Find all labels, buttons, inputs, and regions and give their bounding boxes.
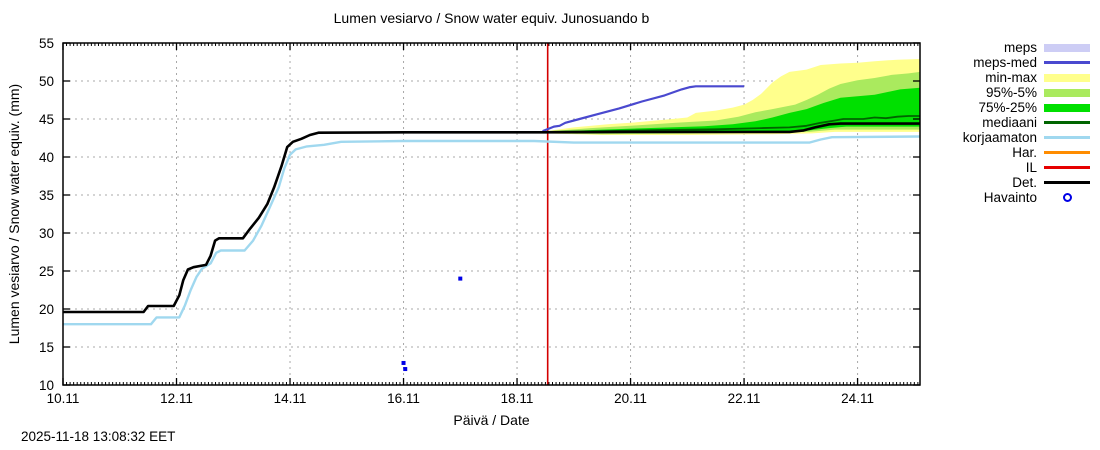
x-tick-label: 18.11 xyxy=(501,391,534,406)
y-tick-label: 45 xyxy=(39,112,54,127)
legend-item-il: IL xyxy=(934,160,1090,175)
legend-swatch-meps-med xyxy=(1044,61,1090,64)
legend-label-det: Det. xyxy=(1012,175,1037,190)
line-swatch xyxy=(1044,61,1090,64)
legend-label-95-5: 95%-5% xyxy=(985,85,1037,100)
legend-swatch-korjaamaton xyxy=(1044,136,1090,139)
x-tick-label: 20.11 xyxy=(614,391,647,406)
legend-swatch-il xyxy=(1044,166,1090,169)
legend-item-korjaamaton: korjaamaton xyxy=(934,130,1090,145)
legend-swatch-mediaani xyxy=(1044,121,1090,124)
band-swatch xyxy=(1044,88,1090,97)
legend-swatch-95-5 xyxy=(1044,88,1090,97)
legend-label-meps-med: meps-med xyxy=(973,55,1037,70)
legend-item-95-5: 95%-5% xyxy=(934,85,1090,100)
x-tick-label: 24.11 xyxy=(841,391,874,406)
legend-label-min-max: min-max xyxy=(985,70,1037,85)
y-tick-label: 50 xyxy=(39,74,54,89)
legend-swatch-min-max xyxy=(1044,73,1090,82)
series-korjaamaton xyxy=(63,135,921,326)
legend-label-har: Har. xyxy=(1012,145,1037,160)
legend-item-meps-med: meps-med xyxy=(934,55,1090,70)
havainto-marker xyxy=(401,360,406,365)
x-tick-label: 12.11 xyxy=(160,391,193,406)
legend-item-meps: meps xyxy=(934,40,1090,55)
legend-swatch-det xyxy=(1044,181,1090,184)
band-swatch xyxy=(1044,73,1090,82)
legend-swatch-75-25 xyxy=(1044,103,1090,112)
y-tick-label: 25 xyxy=(39,264,54,279)
y-tick-label: 20 xyxy=(39,302,54,317)
legend: meps meps-med min-max 95%-5% 75%-25% mediaani… xyxy=(934,40,1090,205)
legend-label-havainto: Havainto xyxy=(983,190,1037,205)
x-axis-label: Päivä / Date xyxy=(453,412,530,428)
line-swatch xyxy=(1044,166,1090,169)
legend-label-meps: meps xyxy=(1003,40,1037,55)
y-tick-label: 10 xyxy=(39,378,54,393)
y-tick-label: 15 xyxy=(39,340,54,355)
timestamp: 2025-11-18 13:08:32 EET xyxy=(21,429,176,444)
havainto-marker xyxy=(403,367,408,372)
x-tick-label: 16.11 xyxy=(387,391,420,406)
legend-label-korjaamaton: korjaamaton xyxy=(962,130,1037,145)
point-swatch xyxy=(1062,193,1072,202)
y-tick-label: 30 xyxy=(39,226,54,241)
legend-item-havainto: Havainto xyxy=(934,190,1090,205)
x-tick-label: 14.11 xyxy=(274,391,307,406)
legend-item-har: Har. xyxy=(934,145,1090,160)
series-det xyxy=(63,122,920,314)
y-tick-label: 55 xyxy=(39,36,54,51)
legend-item-75-25: 75%-25% xyxy=(934,100,1090,115)
x-tick-label: 22.11 xyxy=(728,391,761,406)
legend-swatch-meps xyxy=(1044,43,1090,52)
legend-label-il: IL xyxy=(1025,160,1037,175)
legend-swatch-har xyxy=(1044,151,1090,154)
legend-label-mediaani: mediaani xyxy=(982,115,1037,130)
havainto-marker xyxy=(458,276,463,281)
band-swatch xyxy=(1044,43,1090,52)
y-axis-label: Lumen vesiarvo / Snow water equiv. (mm) xyxy=(6,83,22,345)
y-tick-label: 40 xyxy=(39,150,54,165)
y-tick-label: 35 xyxy=(39,188,54,203)
legend-label-75-25: 75%-25% xyxy=(978,100,1037,115)
line-swatch xyxy=(1044,181,1090,184)
x-tick-label: 10.11 xyxy=(47,391,80,406)
series-meps-med xyxy=(542,85,745,133)
legend-item-mediaani: mediaani xyxy=(934,115,1090,130)
legend-item-det: Det. xyxy=(934,175,1090,190)
plot-border xyxy=(62,42,921,386)
line-swatch xyxy=(1044,151,1090,154)
chart-title: Lumen vesiarvo / Snow water equiv. Junos… xyxy=(333,10,650,26)
series-mediaani xyxy=(545,115,920,133)
legend-item-min-max: min-max xyxy=(934,70,1090,85)
line-swatch xyxy=(1044,121,1090,124)
legend-swatch-havainto-icon xyxy=(1044,193,1090,202)
line-swatch xyxy=(1044,136,1090,139)
band-swatch xyxy=(1044,103,1090,112)
